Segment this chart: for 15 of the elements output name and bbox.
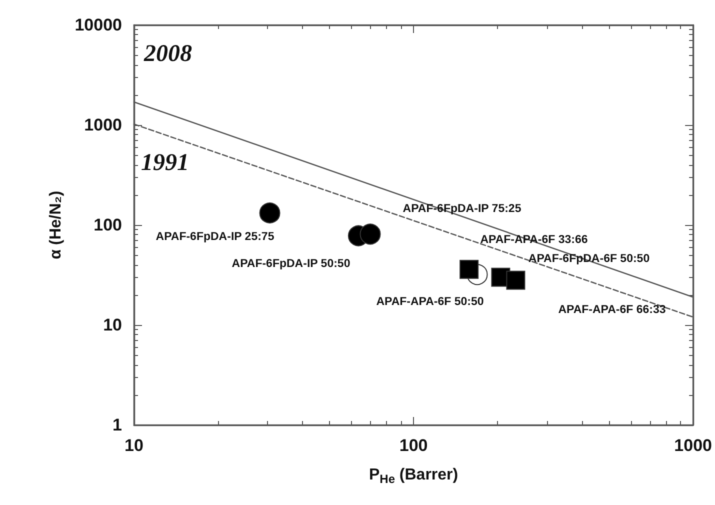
- y-tick-label: 10000: [74, 16, 122, 34]
- series-label: 2008: [143, 40, 192, 67]
- annotation: APAF-APA-6F 66:33: [558, 304, 666, 316]
- series-label: 1991: [141, 150, 189, 176]
- y-tick-label: 100: [94, 216, 122, 234]
- y-tick-label: 10: [103, 316, 122, 334]
- y-axis-title: α (He/N₂): [47, 190, 64, 260]
- annotation: APAF-6FpDA-IP 25:75: [156, 231, 275, 243]
- x-tick-label: 1000: [674, 436, 712, 455]
- y-tick-label: 1: [112, 416, 122, 434]
- y-tick-label: 1000: [84, 116, 122, 134]
- x-tick-label: 100: [399, 436, 428, 455]
- annotation: APAF-6FpDA-IP 50:50: [232, 258, 350, 270]
- annotation: APAF-APA-6F 50:50: [376, 296, 484, 308]
- x-tick-label: 10: [124, 436, 144, 455]
